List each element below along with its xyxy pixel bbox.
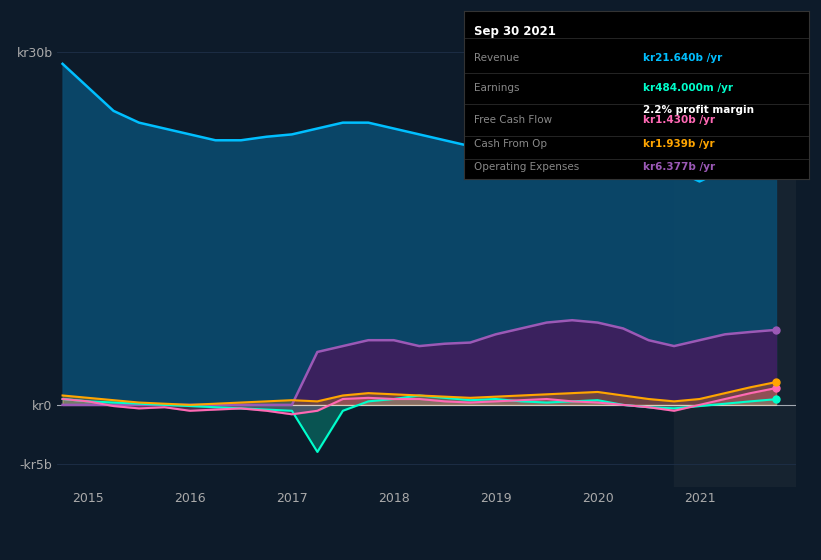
Text: kr21.640b /yr: kr21.640b /yr <box>643 53 722 63</box>
Text: 2.2% profit margin: 2.2% profit margin <box>643 105 754 115</box>
Text: Revenue: Revenue <box>475 53 520 63</box>
Text: Earnings: Earnings <box>475 83 520 94</box>
Text: kr6.377b /yr: kr6.377b /yr <box>643 162 715 172</box>
Text: Sep 30 2021: Sep 30 2021 <box>475 25 556 38</box>
Text: Free Cash Flow: Free Cash Flow <box>475 115 553 125</box>
Text: kr1.430b /yr: kr1.430b /yr <box>643 115 715 125</box>
Text: kr1.939b /yr: kr1.939b /yr <box>643 139 715 149</box>
Text: kr484.000m /yr: kr484.000m /yr <box>643 83 733 94</box>
Text: Cash From Op: Cash From Op <box>475 139 548 149</box>
Bar <box>674 17 796 487</box>
Text: Operating Expenses: Operating Expenses <box>475 162 580 172</box>
